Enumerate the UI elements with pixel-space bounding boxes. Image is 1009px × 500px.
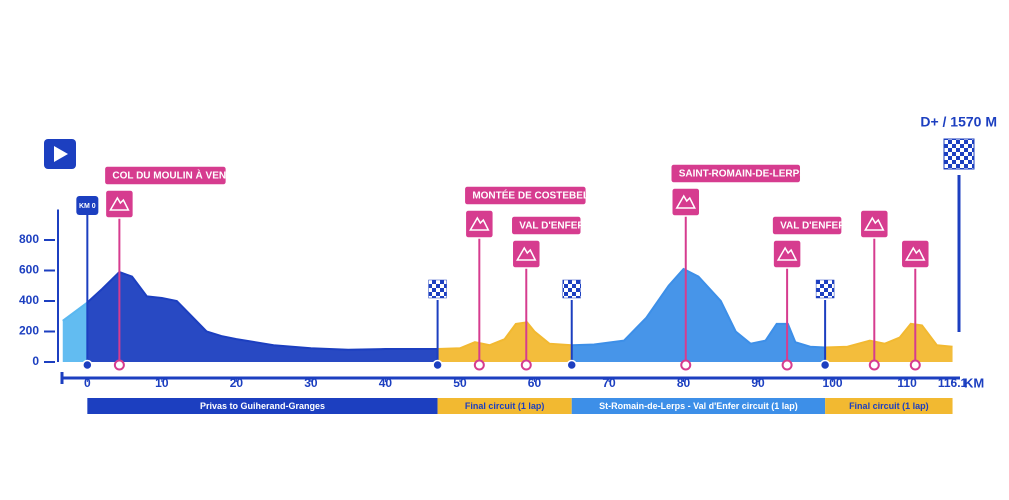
climb-name: MONTÉE DE COSTEBELLE: [472, 189, 602, 202]
x-unit: KM: [964, 375, 984, 390]
segment-bar: [825, 398, 953, 414]
climb-icon: [859, 209, 890, 239]
x-tick-label: 100: [823, 376, 843, 390]
climb-dot: [520, 359, 532, 371]
flag-dot: [819, 359, 831, 371]
area-fill: [87, 272, 438, 362]
flag-dot: [432, 359, 443, 371]
climb-dot: [868, 359, 880, 371]
area-fill: [437, 322, 572, 362]
segment-label: Privas to Guiherand-Granges: [200, 401, 325, 411]
climb-icon: [772, 239, 802, 269]
x-tick-label: 40: [379, 376, 393, 390]
climb-tag: [463, 185, 588, 206]
plot: 0 200 400 600 800 0 10 20 30 40 50 60 70 80 90 100 110 11…: [19, 163, 984, 414]
climb-dot: [909, 359, 921, 371]
x-tick-label: 70: [602, 376, 616, 390]
climb-tag: [771, 215, 843, 236]
mountain-glyph: [904, 246, 926, 261]
x-tick-label: 110: [897, 376, 917, 390]
climb-dot: [113, 359, 125, 371]
mountain-glyph: [109, 196, 130, 211]
climb-icon: [900, 239, 931, 269]
climb-icon: [104, 189, 135, 219]
climb-tag: [510, 215, 583, 236]
x-tick-label: 80: [677, 376, 691, 390]
elevation-gain: D+ / 1570 M: [920, 114, 997, 130]
x-tick-label: 60: [528, 376, 542, 390]
profile-line: [571, 267, 826, 349]
profile-line: [437, 321, 572, 351]
x-tick-label: 90: [751, 376, 765, 390]
y-tick-label: 200: [19, 324, 39, 338]
mountain-glyph: [863, 216, 885, 231]
climb-name: SAINT-ROMAIN-DE-LERPS: [679, 169, 807, 180]
segment-label: St-Romain-de-Lerps - Val d'Enfer circuit…: [599, 401, 798, 411]
climb-icon: [464, 209, 495, 239]
climb-dot: [473, 359, 485, 371]
climb-icon: [671, 187, 701, 217]
y-tick-label: 800: [19, 232, 39, 246]
x-tick-label: 0: [84, 376, 91, 390]
y-tick-label: 0: [32, 354, 39, 368]
km0-label: KM 0: [79, 203, 96, 210]
x-tick-label: 30: [304, 376, 318, 390]
checkered-flag: [562, 279, 581, 299]
segment-bar: [87, 398, 438, 414]
mountain-glyph: [469, 216, 490, 231]
climb-tag: [670, 163, 802, 184]
climb-name: VAL D'ENFER: [780, 221, 846, 232]
profile-line: [86, 270, 438, 351]
y-tick-label: 600: [19, 263, 39, 277]
profile-line: [62, 301, 88, 322]
profile-line: [825, 322, 953, 349]
checkered-flag: [428, 279, 447, 299]
start-icon: [44, 139, 76, 169]
climb-tag: [103, 165, 228, 186]
climb-dot: [680, 359, 692, 371]
mountain-glyph: [776, 246, 798, 261]
km0-box: [76, 196, 99, 215]
area-fill: [571, 268, 826, 362]
flag-dot: [566, 359, 577, 371]
climb-name: COL DU MOULIN À VENT: [112, 169, 232, 182]
y-tick-label: 400: [19, 293, 39, 307]
segment-bar: [571, 398, 826, 414]
segment-label: Final circuit (1 lap): [849, 401, 929, 411]
climb-name: VAL D'ENFER: [519, 221, 585, 232]
mountain-glyph: [515, 246, 537, 261]
finish-flag: [943, 138, 975, 332]
x-tick-label: 10: [155, 376, 169, 390]
mountain-glyph: [675, 194, 696, 209]
x-tick-label: 20: [230, 376, 244, 390]
km0-dot: [82, 359, 93, 371]
x-tick-label: 116.1: [938, 376, 968, 390]
segment-bar: [437, 398, 572, 414]
segment-label: Final circuit (1 lap): [465, 401, 545, 411]
checkered-flag: [815, 279, 835, 299]
climb-dot: [781, 359, 793, 371]
climb-icon: [511, 239, 542, 269]
x-tick-label: 50: [453, 376, 467, 390]
